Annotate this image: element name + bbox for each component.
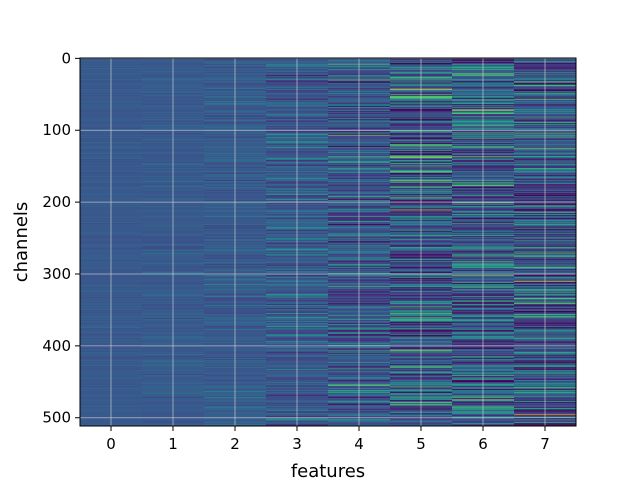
y-tick-label: 500 <box>42 409 71 427</box>
heatmap-cells <box>80 58 577 427</box>
y-axis-ticks: 0 100 200 300 400 500 <box>42 49 80 427</box>
x-axis-ticks: 0 1 2 3 4 5 6 7 <box>106 426 550 453</box>
plot-frame <box>79 57 577 427</box>
x-tick-label: 6 <box>478 435 488 453</box>
x-tick-label: 3 <box>292 435 302 453</box>
y-tick-label: 400 <box>42 337 71 355</box>
x-tick-label: 2 <box>230 435 240 453</box>
x-tick-label: 4 <box>354 435 364 453</box>
y-axis-label: channels <box>11 202 32 283</box>
x-tick-label: 1 <box>168 435 178 453</box>
x-tick-label: 7 <box>540 435 550 453</box>
x-tick-label: 5 <box>416 435 426 453</box>
y-tick-label: 200 <box>42 193 71 211</box>
x-tick-label: 0 <box>106 435 116 453</box>
y-tick-label: 0 <box>61 49 71 67</box>
x-axis-label: features <box>291 461 365 480</box>
y-tick-label: 100 <box>42 121 71 139</box>
grid-lines <box>80 57 576 426</box>
y-tick-label: 300 <box>42 265 71 283</box>
